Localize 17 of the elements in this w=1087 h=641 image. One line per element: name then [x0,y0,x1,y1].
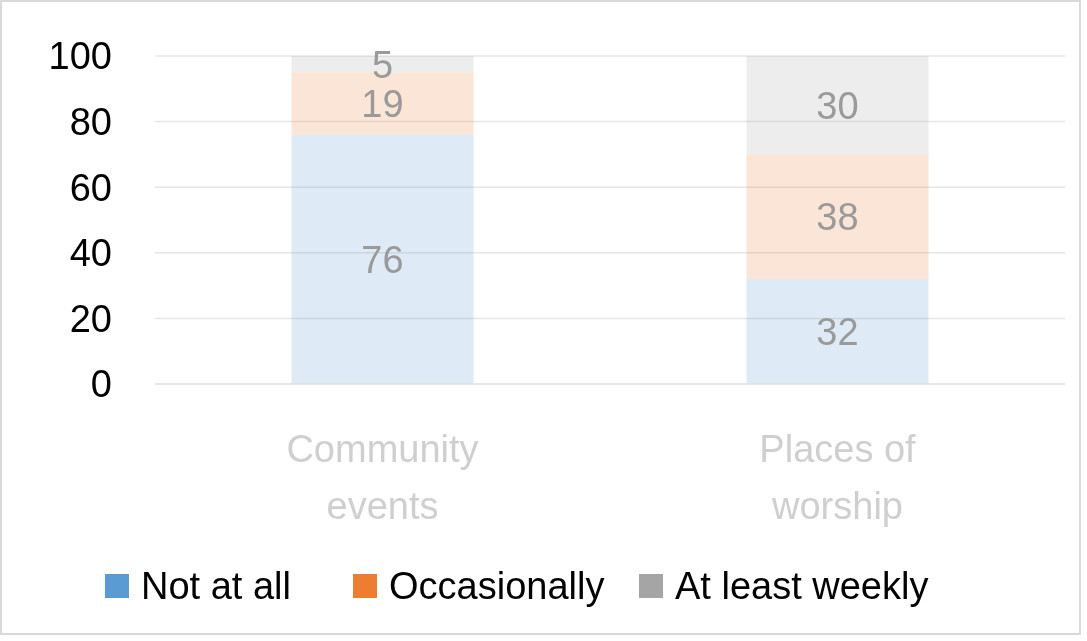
data-label: 38 [816,196,859,239]
data-label: 32 [816,310,859,353]
data-label: 76 [361,238,404,281]
y-tick-label: 80 [69,100,112,143]
bar [291,134,474,384]
y-tick-label: 40 [69,232,112,275]
bar [746,279,929,384]
y-tick-label: 0 [90,363,112,406]
data-label: 30 [816,84,859,127]
legend-label: Not at all [141,565,291,608]
legend-label: At least weekly [675,565,929,608]
y-tick-label: 60 [69,166,112,209]
bar [746,154,929,280]
y-tick-label: 100 [48,35,112,78]
legend-label: Occasionally [389,565,605,608]
bar [746,56,929,155]
y-tick-label: 20 [69,297,112,340]
